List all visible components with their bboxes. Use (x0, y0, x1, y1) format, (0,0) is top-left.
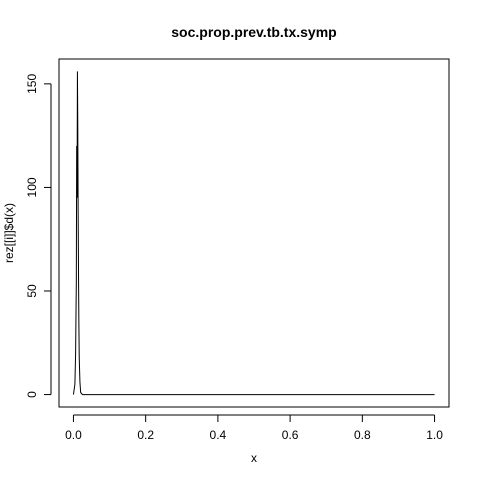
y-tick-label: 100 (25, 177, 39, 197)
x-axis: 0.0 0.2 0.4 0.6 0.8 1.0 (65, 414, 443, 442)
x-axis-label: x (251, 451, 257, 465)
x-tick-label: 0.8 (354, 428, 371, 442)
x-tick-label: 0.6 (282, 428, 299, 442)
y-tick-label: 50 (25, 284, 39, 298)
y-tick-label: 150 (25, 74, 39, 94)
x-tick-label: 1.0 (426, 428, 443, 442)
y-axis-label: rez[[i]]$d(x) (2, 203, 16, 263)
y-tick-label: 0 (25, 391, 39, 398)
plot-frame (58, 58, 450, 408)
series-line (72, 71, 435, 396)
y-axis: 0 50 100 150 (25, 74, 52, 398)
chart-title: soc.prop.prev.tb.tx.symp (171, 24, 336, 40)
x-tick-label: 0.4 (210, 428, 227, 442)
x-tick-label: 0.2 (137, 428, 154, 442)
x-tick-label: 0.0 (65, 428, 82, 442)
